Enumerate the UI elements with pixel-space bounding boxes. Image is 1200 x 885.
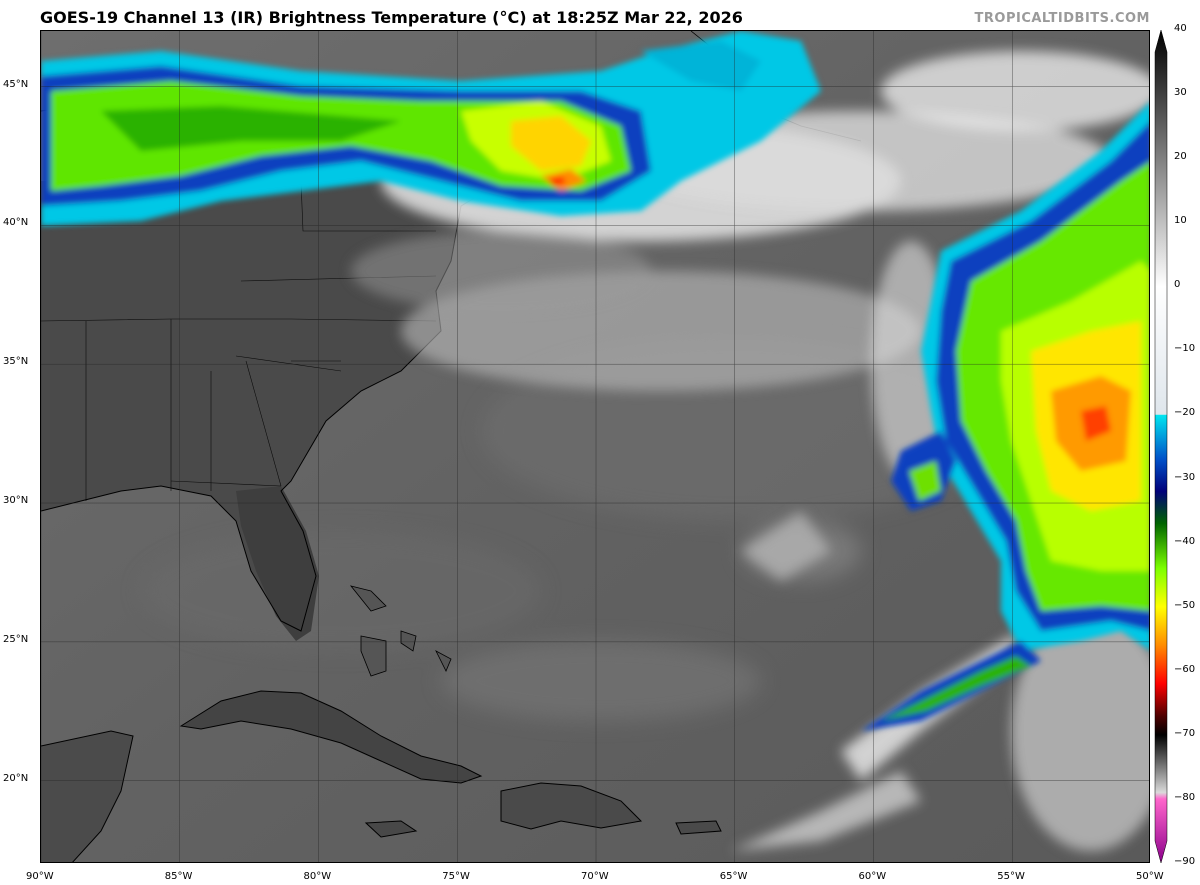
latitude-tick-label: 25°N xyxy=(3,633,29,645)
longitude-tick-label: 75°W xyxy=(442,871,470,882)
yucatan xyxy=(41,731,133,862)
satellite-map[interactable] xyxy=(40,30,1150,863)
latitude-tick-label: 45°N xyxy=(3,78,29,90)
longitude-tick-label: 50°W xyxy=(1136,871,1164,882)
temperature-colorbar xyxy=(1154,29,1168,864)
colorbar-tick-label: −70 xyxy=(1174,727,1196,739)
colorbar-tick-label: −50 xyxy=(1174,599,1196,611)
longitude-tick-label: 90°W xyxy=(26,871,54,882)
colorbar-tick-label: 20 xyxy=(1174,151,1187,163)
colorbar-tick-label: 10 xyxy=(1174,215,1187,227)
colorbar-tick-label: 0 xyxy=(1174,279,1181,291)
colorbar-tick-label: −90 xyxy=(1174,856,1196,867)
colorbar-tick-label: −20 xyxy=(1174,407,1196,419)
colorbar-tick-label: −60 xyxy=(1174,663,1196,675)
colorbar-tick-label: −30 xyxy=(1174,471,1196,483)
colorbar-tick-label: 40 xyxy=(1174,23,1187,34)
map-canvas xyxy=(41,31,1149,862)
colorbar-tick-label: −80 xyxy=(1174,791,1196,803)
longitude-tick-label: 80°W xyxy=(303,871,332,882)
cuba xyxy=(181,691,481,783)
colorbar-tick-label: −40 xyxy=(1174,535,1196,547)
latitude-tick-label: 40°N xyxy=(3,217,29,229)
northern-cold-clouds xyxy=(41,31,821,226)
colorbar-tick-label: 30 xyxy=(1174,87,1187,99)
longitude-tick-label: 55°W xyxy=(997,871,1025,882)
longitude-tick-label: 85°W xyxy=(164,871,193,882)
colorbar-tick-label: −10 xyxy=(1174,343,1196,355)
source-credit: TROPICALTIDBITS.COM xyxy=(974,11,1150,26)
longitude-tick-label: 65°W xyxy=(719,871,748,882)
longitude-tick-label: 70°W xyxy=(581,871,609,882)
longitude-tick-label: 60°W xyxy=(858,871,887,882)
map-title: GOES-19 Channel 13 (IR) Brightness Tempe… xyxy=(40,8,743,27)
atlantic-storm-system xyxy=(861,103,1149,731)
latitude-tick-label: 35°N xyxy=(3,356,29,368)
graticule-lines xyxy=(41,31,1149,862)
latitude-tick-label: 30°N xyxy=(3,495,29,507)
florida xyxy=(236,486,319,641)
puerto-rico xyxy=(676,821,721,834)
state-borders xyxy=(41,180,437,501)
hispaniola xyxy=(501,783,641,829)
latitude-tick-label: 20°N xyxy=(3,772,29,784)
bahamas xyxy=(349,585,452,677)
